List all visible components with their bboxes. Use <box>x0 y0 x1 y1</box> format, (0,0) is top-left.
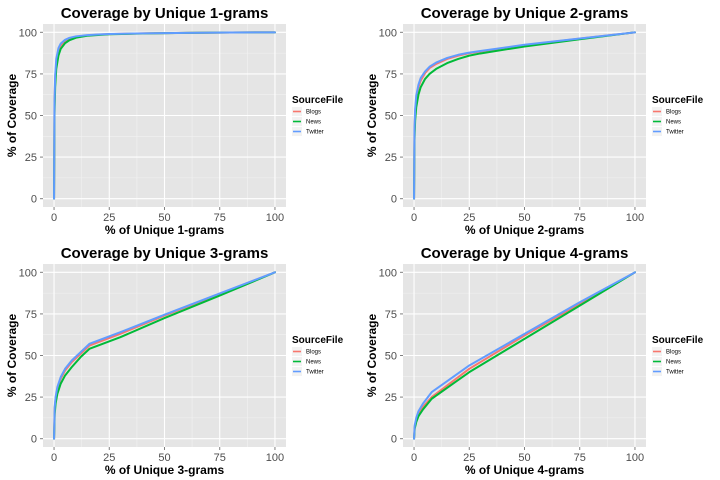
legend-title: SourceFile <box>292 95 344 106</box>
x-tick-label: 0 <box>411 452 417 464</box>
x-axis-label: % of Unique 4-grams <box>465 463 585 477</box>
x-tick-label: 75 <box>214 452 226 464</box>
chart-title: Coverage by Unique 1-grams <box>61 5 269 22</box>
x-axis-label: % of Unique 3-grams <box>105 463 225 477</box>
x-tick-label: 25 <box>463 212 475 224</box>
chart-panel-4: 0 25 50 75 100 0 25 50 75 100 Coverage by Unique 4… <box>365 245 704 477</box>
legend-label-blogs: Blogs <box>666 350 681 356</box>
legend-label-twitter: Twitter <box>306 370 324 376</box>
y-tick-label: 25 <box>385 392 397 404</box>
x-tick-label: 25 <box>463 452 475 464</box>
series-line-twitter <box>413 31 636 200</box>
y-tick-label: 25 <box>385 152 397 164</box>
y-axis-label: % of Coverage <box>365 313 379 397</box>
legend-label-news: News <box>666 360 681 366</box>
chart-title: Coverage by Unique 4-grams <box>421 245 629 262</box>
x-tick-label: 25 <box>103 212 115 224</box>
chart-panel-2: 0 25 50 75 100 0 25 50 75 100 Coverage by Unique 2… <box>365 5 704 237</box>
y-tick-label: 50 <box>25 111 37 123</box>
x-tick-label: 50 <box>518 452 530 464</box>
x-tick-label: 100 <box>266 212 284 224</box>
y-tick-label: 100 <box>379 267 397 279</box>
legend: SourceFile Blogs News Twitter <box>652 335 704 376</box>
x-tick-label: 0 <box>51 452 57 464</box>
x-tick-label: 100 <box>626 452 644 464</box>
y-tick-label: 25 <box>25 152 37 164</box>
y-axis-label: % of Coverage <box>5 73 19 157</box>
chart-panel-3: 0 25 50 75 100 0 25 50 75 100 Coverage by Unique 3… <box>5 245 344 477</box>
legend: SourceFile Blogs News Twitter <box>292 95 344 136</box>
legend: SourceFile Blogs News Twitter <box>292 335 344 376</box>
series-line-twitter <box>53 271 276 440</box>
chart-title: Coverage by Unique 2-grams <box>421 5 629 22</box>
legend-label-blogs: Blogs <box>306 110 321 116</box>
legend-label-twitter: Twitter <box>666 130 684 136</box>
y-tick-label: 75 <box>385 69 397 81</box>
legend-label-news: News <box>666 120 681 126</box>
x-tick-label: 25 <box>103 452 115 464</box>
x-tick-label: 50 <box>158 212 170 224</box>
chart-panel-1: 0 25 50 75 100 0 25 50 75 100 Coverage by Unique 1… <box>5 5 344 237</box>
y-tick-label: 50 <box>385 111 397 123</box>
legend-title: SourceFile <box>652 95 704 106</box>
y-tick-label: 75 <box>25 69 37 81</box>
y-tick-label: 100 <box>379 27 397 39</box>
legend-label-blogs: Blogs <box>666 110 681 116</box>
series-line-twitter <box>53 31 276 200</box>
legend-label-blogs: Blogs <box>306 350 321 356</box>
y-tick-label: 0 <box>391 434 397 446</box>
x-axis-label: % of Unique 1-grams <box>105 223 225 237</box>
x-tick-label: 100 <box>626 212 644 224</box>
y-tick-label: 0 <box>391 194 397 206</box>
x-tick-label: 75 <box>214 212 226 224</box>
x-tick-label: 0 <box>51 212 57 224</box>
y-axis-label: % of Coverage <box>5 313 19 397</box>
x-axis-label: % of Unique 2-grams <box>465 223 585 237</box>
y-tick-label: 100 <box>19 27 37 39</box>
x-tick-label: 50 <box>518 212 530 224</box>
x-tick-label: 0 <box>411 212 417 224</box>
legend-label-twitter: Twitter <box>666 370 684 376</box>
x-tick-label: 100 <box>266 452 284 464</box>
legend: SourceFile Blogs News Twitter <box>652 95 704 136</box>
y-tick-label: 75 <box>385 309 397 321</box>
y-tick-label: 50 <box>25 351 37 363</box>
x-tick-label: 75 <box>574 212 586 224</box>
legend-label-news: News <box>306 360 321 366</box>
legend-title: SourceFile <box>652 335 704 346</box>
legend-label-twitter: Twitter <box>306 130 324 136</box>
y-tick-label: 100 <box>19 267 37 279</box>
y-axis-label: % of Coverage <box>365 73 379 157</box>
series-line-twitter <box>413 271 636 440</box>
y-tick-label: 75 <box>25 309 37 321</box>
y-tick-label: 25 <box>25 392 37 404</box>
chart-title: Coverage by Unique 3-grams <box>61 245 269 262</box>
y-tick-label: 0 <box>31 194 37 206</box>
x-tick-label: 50 <box>158 452 170 464</box>
x-tick-label: 75 <box>574 452 586 464</box>
legend-title: SourceFile <box>292 335 344 346</box>
y-tick-label: 0 <box>31 434 37 446</box>
legend-label-news: News <box>306 120 321 126</box>
y-tick-label: 50 <box>385 351 397 363</box>
